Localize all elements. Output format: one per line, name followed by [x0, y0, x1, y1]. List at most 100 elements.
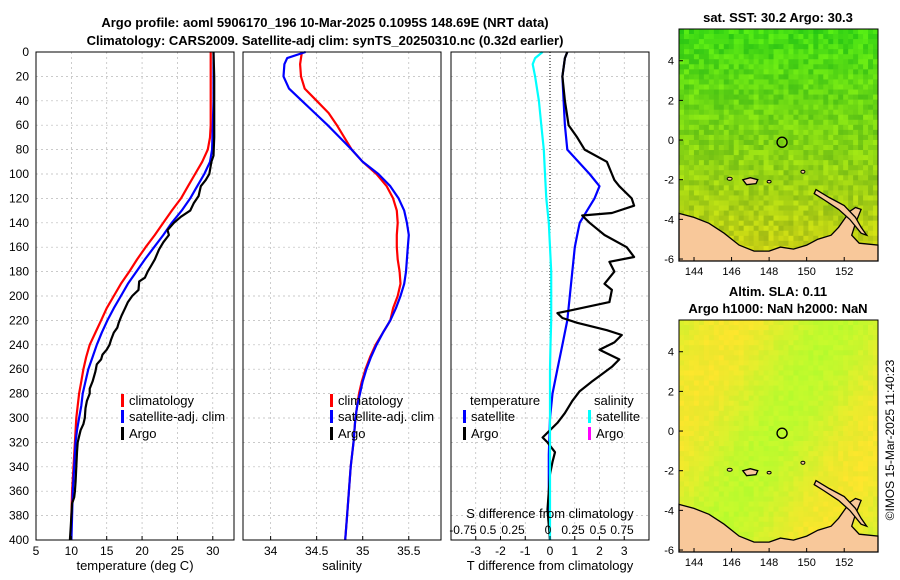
heatmap-cell — [713, 330, 720, 336]
heatmap-cell — [748, 390, 755, 397]
heatmap-cell — [858, 145, 864, 151]
heatmap-cell — [773, 49, 779, 55]
heatmap-cell — [763, 390, 769, 397]
heatmap-cell — [848, 425, 854, 432]
heatmap-cell — [688, 59, 695, 65]
heatmap-cell — [793, 471, 799, 477]
heatmap-cell — [679, 49, 685, 55]
heatmap-cell — [838, 145, 844, 151]
heatmap-cell — [718, 34, 725, 40]
heatmap-cell — [828, 325, 834, 331]
heatmap-cell — [863, 355, 869, 361]
heatmap-cell — [843, 395, 849, 402]
heatmap-cell — [778, 150, 784, 156]
heatmap-cell — [803, 330, 809, 336]
heatmap-cell — [698, 385, 705, 392]
heatmap-cell — [828, 405, 834, 412]
heatmap-cell — [723, 64, 730, 70]
heatmap-cell — [853, 185, 859, 191]
heatmap-cell — [808, 114, 814, 121]
heatmap-cell — [679, 29, 685, 35]
heatmap-cell — [823, 466, 829, 472]
heatmap-cell — [698, 330, 705, 336]
heatmap-cell — [743, 134, 750, 141]
heatmap-cell — [823, 491, 829, 497]
heatmap-cell — [863, 491, 869, 497]
heatmap-cell — [683, 119, 690, 126]
heatmap-cell — [768, 536, 774, 543]
heatmap-cell — [793, 521, 799, 528]
heatmap-cell — [728, 29, 735, 35]
heatmap-cell — [718, 441, 725, 447]
heatmap-cell — [768, 74, 774, 80]
heatmap-cell — [788, 461, 794, 467]
depth-tick-label: 0 — [22, 45, 29, 59]
heatmap-cell — [713, 170, 720, 176]
heatmap-cell — [868, 360, 874, 366]
heatmap-cell — [818, 160, 824, 166]
heatmap-cell — [743, 94, 750, 101]
heatmap-cell — [848, 74, 854, 80]
heatmap-cell — [793, 170, 799, 176]
heatmap-cell — [698, 486, 705, 492]
heatmap-cell — [818, 375, 824, 381]
temperature-legend: climatology satellite-adj. clim Argo — [121, 393, 225, 441]
heatmap-cell — [858, 44, 864, 50]
x-tick-label: 15 — [100, 544, 114, 558]
heatmap-cell — [688, 330, 695, 336]
heatmap-cell — [813, 400, 819, 407]
heatmap-cell — [683, 129, 690, 136]
heatmap-cell — [838, 64, 844, 70]
legend-satellite-swatch — [121, 410, 124, 423]
heatmap-cell — [733, 405, 740, 412]
heatmap-cell — [738, 190, 745, 196]
heatmap-cell — [823, 501, 829, 508]
heatmap-cell — [758, 430, 764, 437]
heatmap-cell — [853, 84, 859, 90]
heatmap-cell — [868, 335, 874, 341]
heatmap-cell — [818, 335, 824, 341]
heatmap-cell — [788, 200, 794, 206]
heatmap-cell — [793, 456, 799, 462]
heatmap-cell — [773, 210, 779, 217]
heatmap-cell — [783, 430, 789, 437]
heatmap-cell — [688, 49, 695, 55]
heatmap-cell — [823, 49, 829, 55]
heatmap-cell — [788, 175, 794, 181]
heatmap-cell — [679, 205, 685, 211]
heatmap-cell — [753, 245, 760, 252]
heatmap-cell — [793, 109, 799, 116]
heatmap-cell — [793, 69, 799, 75]
heatmap-cell — [848, 49, 854, 55]
heatmap-cell — [778, 39, 784, 45]
heatmap-cell — [743, 104, 750, 111]
heatmap-cell — [728, 385, 735, 392]
heatmap-cell — [679, 64, 685, 70]
heatmap-cell — [688, 129, 695, 136]
heatmap-cell — [798, 175, 804, 181]
heatmap-cell — [758, 84, 764, 90]
heatmap-cell — [843, 134, 849, 141]
heatmap-cell — [813, 104, 819, 111]
lat-tick-label: -2 — [664, 175, 674, 187]
heatmap-cell — [793, 461, 799, 467]
heatmap-cell — [753, 380, 760, 386]
heatmap-cell — [713, 441, 720, 447]
heatmap-cell — [768, 511, 774, 518]
heatmap-cell — [713, 365, 720, 371]
heatmap-cell — [738, 390, 745, 397]
heatmap-cell — [848, 430, 854, 437]
heatmap-cell — [778, 230, 784, 237]
heatmap-cell — [848, 89, 854, 95]
heatmap-cell — [733, 49, 740, 55]
heatmap-cell — [833, 400, 839, 407]
heatmap-cell — [858, 415, 864, 422]
heatmap-cell — [843, 350, 849, 356]
heatmap-cell — [823, 476, 829, 482]
heatmap-cell — [708, 109, 715, 116]
heatmap-cell — [838, 486, 844, 492]
heatmap-cell — [793, 405, 799, 412]
heatmap-cell — [748, 430, 755, 437]
heatmap-cell — [863, 390, 869, 397]
heatmap-cell — [728, 395, 735, 402]
